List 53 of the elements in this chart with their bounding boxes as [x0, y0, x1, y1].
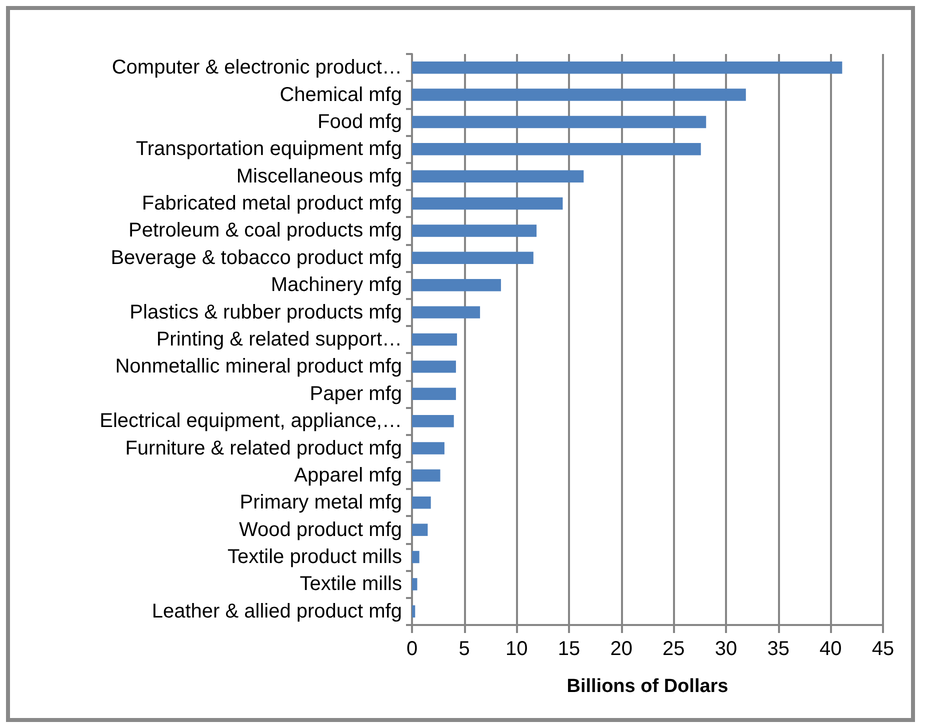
y-tick-label: Printing & related support…: [156, 328, 402, 350]
bar: [412, 550, 420, 564]
y-tick-label: Wood product mfg: [238, 518, 402, 541]
y-tick-label: Machinery mfg: [270, 274, 402, 296]
bar: [412, 360, 456, 373]
bar: [412, 116, 706, 128]
x-tick-label: 25: [662, 638, 685, 660]
bar: [412, 197, 563, 210]
y-tick-label: Transportation equipment mfg: [136, 138, 402, 160]
y-tick-label: Beverage & tobacco product mfg: [110, 246, 402, 269]
bar: [412, 605, 416, 618]
bar: [412, 306, 480, 318]
y-tick-label: Chemical mfg: [280, 84, 402, 106]
bar: [412, 333, 458, 346]
bar: [412, 469, 440, 482]
y-tick-label: Miscellaneous mfg: [236, 165, 402, 188]
y-tick-label: Textile product mills: [227, 546, 402, 568]
bar: [412, 170, 584, 182]
bar: [412, 61, 842, 74]
y-tick-label: Fabricated metal product mfg: [142, 192, 402, 215]
bar: [412, 496, 431, 509]
x-tick-label: 5: [458, 638, 470, 660]
x-tick-label: 40: [820, 638, 842, 660]
bar: [412, 388, 456, 400]
y-tick-label: Leather & allied product mfg: [152, 600, 402, 622]
x-tick-label: 10: [506, 638, 528, 660]
y-tick-label: Primary metal mfg: [240, 492, 402, 514]
x-axis-title: Billions of Dollars: [566, 676, 728, 697]
y-tick-label: Electrical equipment, appliance,…: [100, 410, 402, 432]
bar: [412, 578, 418, 590]
x-tick-label: 30: [714, 638, 738, 660]
x-tick-label: 20: [610, 638, 632, 660]
x-tick-label: 45: [872, 638, 894, 660]
bar: [412, 88, 746, 101]
y-tick-label: Paper mfg: [310, 382, 402, 405]
bar: [412, 414, 454, 428]
y-tick-label: Computer & electronic product…: [112, 56, 402, 79]
y-tick-label: Plastics & rubber products mfg: [130, 301, 402, 324]
bar: [412, 279, 501, 292]
x-tick-label: 0: [406, 638, 418, 660]
bar: [412, 524, 428, 536]
y-tick-label: Apparel mfg: [294, 464, 402, 486]
x-tick-label: 35: [767, 638, 790, 660]
y-tick-label: Furniture & related product mfg: [125, 437, 402, 460]
y-tick-label: Petroleum & coal products mfg: [128, 220, 402, 242]
y-tick-label: Textile mills: [300, 573, 402, 596]
bar: [412, 143, 701, 156]
y-tick-label: Food mfg: [318, 110, 402, 133]
y-tick-label: Nonmetallic mineral product mfg: [115, 356, 402, 378]
x-tick-label: 15: [558, 638, 580, 660]
bar: [412, 442, 444, 454]
bar: [412, 252, 534, 264]
bar: [412, 224, 537, 237]
